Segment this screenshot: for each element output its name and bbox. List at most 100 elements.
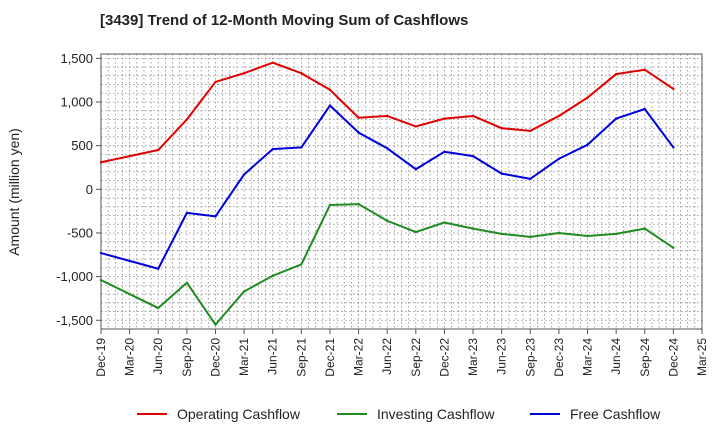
chart-title: [3439] Trend of 12-Month Moving Sum of C…: [100, 12, 469, 29]
free-cashflow-point: [643, 107, 646, 111]
free-cashflow-point: [385, 147, 389, 150]
y-axis: 1,500 1,000 500 0 -500 -1,000 -1,500: [56, 51, 101, 328]
free-cashflow-point: [99, 251, 103, 255]
investing-cashflow-point: [271, 274, 274, 277]
y-tick-label: -1,500: [56, 313, 93, 328]
investing-cashflow-point: [300, 263, 303, 266]
free-cashflow-point: [557, 157, 561, 160]
x-tick-label: Sep-20: [180, 338, 194, 377]
free-cashflow-point: [271, 147, 274, 151]
free-cashflow-point: [128, 259, 131, 263]
investing-cashflow-point: [557, 231, 561, 235]
operating-cashflow-point: [157, 148, 160, 152]
free-cashflow-point: [672, 146, 675, 149]
operating-cashflow-point: [271, 61, 274, 64]
operating-cashflow-point: [500, 127, 503, 130]
x-tick-label: Dec-21: [323, 338, 337, 377]
x-tick-label: Dec-19: [94, 338, 108, 377]
free-cashflow-point: [614, 117, 618, 120]
x-tick-label: Dec-22: [437, 338, 451, 377]
investing-cashflow-point: [99, 278, 103, 282]
x-tick-label: Jun-23: [495, 338, 509, 375]
x-tick-label: Mar-22: [352, 338, 366, 376]
free-cashflow-point: [214, 215, 217, 218]
investing-cashflow-point: [529, 235, 532, 239]
x-tick-label: Jun-22: [380, 338, 394, 375]
operating-cashflow-point: [385, 114, 389, 118]
x-tick-label: Mar-20: [123, 338, 137, 376]
x-tick-label: Mar-25: [695, 338, 709, 376]
x-axis: Dec-19 Mar-20 Jun-20 Sep-20 Dec-20 Mar-21 Jun-…: [94, 329, 709, 377]
free-cashflow-point: [242, 173, 246, 176]
y-tick-label: 500: [71, 138, 93, 153]
x-tick-label: Dec-23: [552, 338, 566, 377]
operating-cashflow-point: [185, 118, 189, 121]
investing-cashflow-point: [242, 290, 246, 293]
free-cashflow-point: [185, 211, 189, 215]
investing-cashflow-point: [385, 219, 389, 222]
investing-cashflow-point: [128, 292, 131, 296]
free-cashflow-point: [328, 104, 332, 107]
investing-cashflow-point: [471, 227, 475, 230]
free-cashflow-point: [357, 131, 360, 134]
free-cashflow-point: [443, 150, 446, 153]
x-tick-label: Sep-21: [294, 338, 308, 377]
operating-cashflow-point: [586, 96, 589, 99]
investing-cashflow-point: [157, 306, 160, 310]
investing-cashflow-point: [328, 203, 332, 207]
x-tick-label: Jun-21: [266, 338, 280, 375]
operating-cashflow-point: [357, 116, 360, 119]
operating-cashflow-point: [557, 114, 561, 118]
operating-cashflow-point: [214, 80, 217, 84]
investing-cashflow-point: [586, 234, 589, 238]
y-tick-label: 1,000: [60, 95, 93, 110]
free-cashflow-point: [414, 168, 418, 171]
investing-cashflow-point: [643, 227, 646, 230]
x-tick-label: Dec-20: [208, 338, 222, 377]
x-tick-label: Mar-23: [466, 338, 480, 376]
x-tick-label: Dec-24: [666, 338, 680, 377]
investing-cashflow-point: [672, 246, 675, 250]
free-cashflow-point: [300, 146, 303, 149]
operating-cashflow-point: [471, 114, 475, 118]
operating-cashflow-point: [414, 125, 418, 128]
investing-cashflow-point: [357, 202, 360, 206]
y-tick-label: 0: [86, 182, 93, 197]
x-tick-label: Sep-24: [638, 338, 652, 377]
operating-cashflow-point: [328, 88, 332, 91]
free-cashflow-point: [157, 267, 160, 270]
y-tick-label: -1,000: [56, 269, 93, 284]
x-tick-label: Jun-20: [151, 338, 165, 375]
free-cashflow-point: [471, 154, 475, 158]
operating-cashflow-point: [443, 117, 446, 120]
y-tick-label: -500: [67, 225, 93, 240]
operating-cashflow-point: [300, 72, 303, 75]
investing-cashflow-point: [414, 230, 418, 234]
free-cashflow-legend-label: Free Cashflow: [570, 406, 661, 422]
free-cashflow-point: [500, 172, 503, 175]
investing-cashflow-legend-label: Investing Cashflow: [377, 406, 495, 422]
y-axis-label: Amount (million yen): [6, 128, 22, 256]
y-tick-label: 1,500: [60, 51, 93, 66]
operating-cashflow-point: [99, 161, 103, 164]
operating-cashflow-point: [614, 72, 618, 76]
free-cashflow-point: [586, 143, 589, 146]
plot-frame: [100, 53, 703, 330]
operating-cashflow-point: [242, 72, 246, 75]
operating-cashflow-legend-label: Operating Cashflow: [177, 406, 301, 422]
investing-cashflow-point: [500, 232, 503, 236]
investing-cashflow-point: [614, 232, 618, 236]
x-tick-label: Sep-22: [409, 338, 423, 377]
x-tick-label: Sep-23: [523, 338, 537, 377]
investing-cashflow-point: [443, 221, 446, 224]
legend: Operating Cashflow Investing Cashflow Free…: [137, 406, 661, 422]
x-tick-label: Jun-24: [609, 338, 623, 375]
operating-cashflow-point: [529, 129, 532, 133]
operating-cashflow-point: [643, 68, 646, 71]
x-tick-label: Mar-24: [581, 338, 595, 376]
x-tick-label: Mar-21: [237, 338, 251, 376]
operating-cashflow-point: [128, 154, 131, 158]
investing-cashflow-point: [214, 323, 217, 326]
free-cashflow-point: [529, 177, 532, 181]
